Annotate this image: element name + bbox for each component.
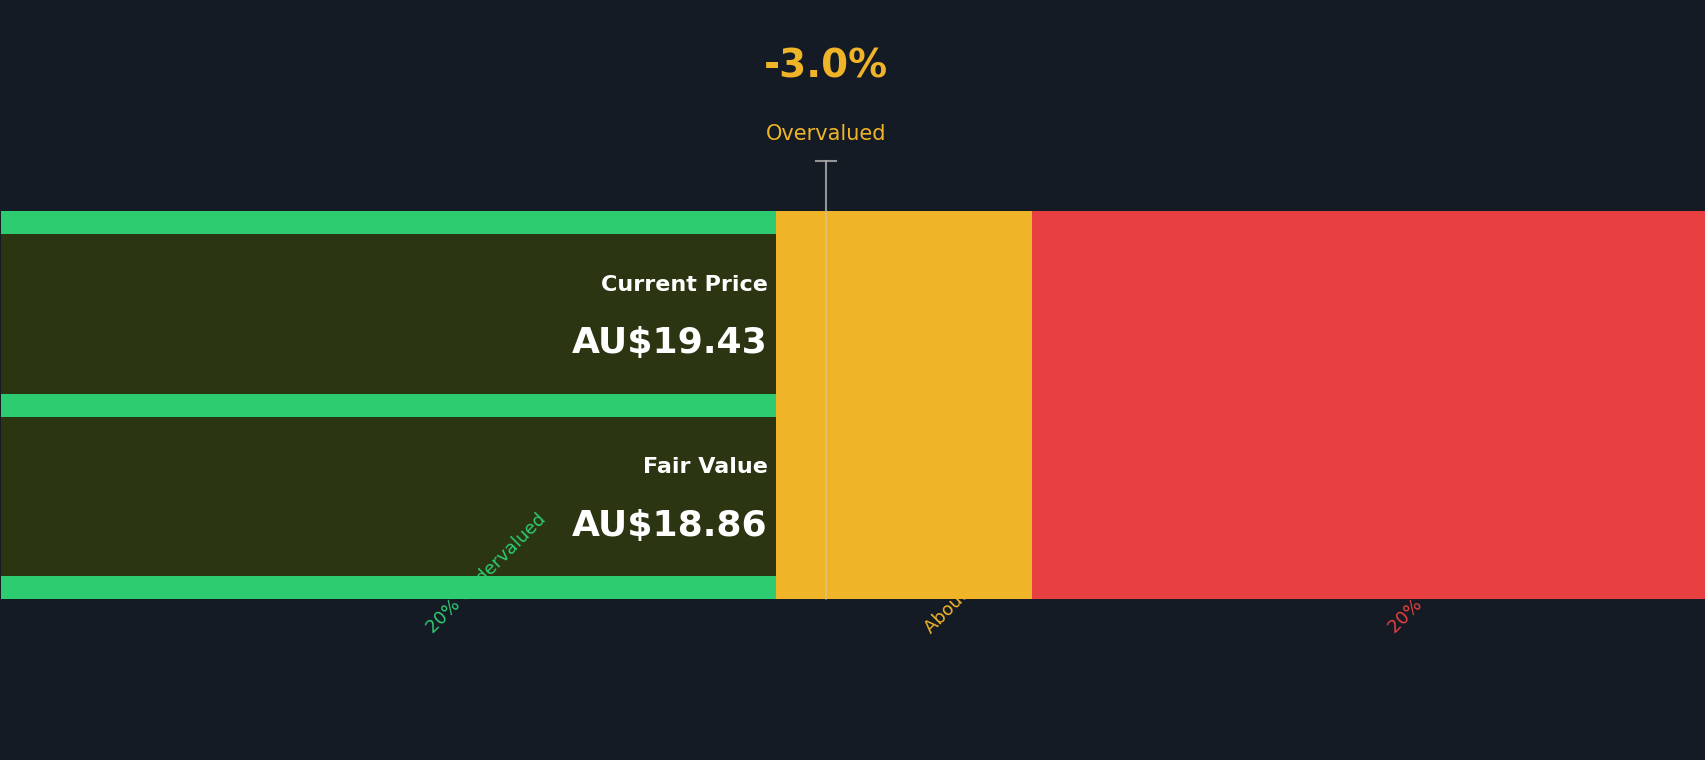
Bar: [2, 234, 776, 394]
Bar: [776, 394, 1032, 416]
Bar: [1032, 211, 1703, 234]
Text: Overvalued: Overvalued: [766, 124, 885, 144]
Bar: [2, 416, 776, 576]
Text: 20% Undervalued: 20% Undervalued: [423, 511, 549, 637]
Text: 20% Overvalued: 20% Overvalued: [1384, 518, 1504, 637]
Bar: [2, 416, 776, 576]
Bar: [2, 211, 776, 234]
Bar: [776, 416, 1032, 576]
Bar: [776, 576, 1032, 599]
Text: About Right: About Right: [921, 549, 1008, 637]
Text: AU$19.43: AU$19.43: [571, 326, 767, 360]
Bar: [2, 576, 776, 599]
Bar: [1032, 394, 1703, 416]
Text: Fair Value: Fair Value: [643, 457, 767, 477]
Bar: [776, 234, 1032, 394]
Bar: [776, 211, 1032, 234]
Bar: [1032, 576, 1703, 599]
Text: -3.0%: -3.0%: [764, 47, 887, 85]
Bar: [2, 234, 776, 394]
Bar: [2, 394, 776, 416]
Text: Current Price: Current Price: [600, 274, 767, 295]
Text: AU$18.86: AU$18.86: [571, 508, 767, 543]
Bar: [1032, 234, 1703, 394]
Bar: [1032, 416, 1703, 576]
